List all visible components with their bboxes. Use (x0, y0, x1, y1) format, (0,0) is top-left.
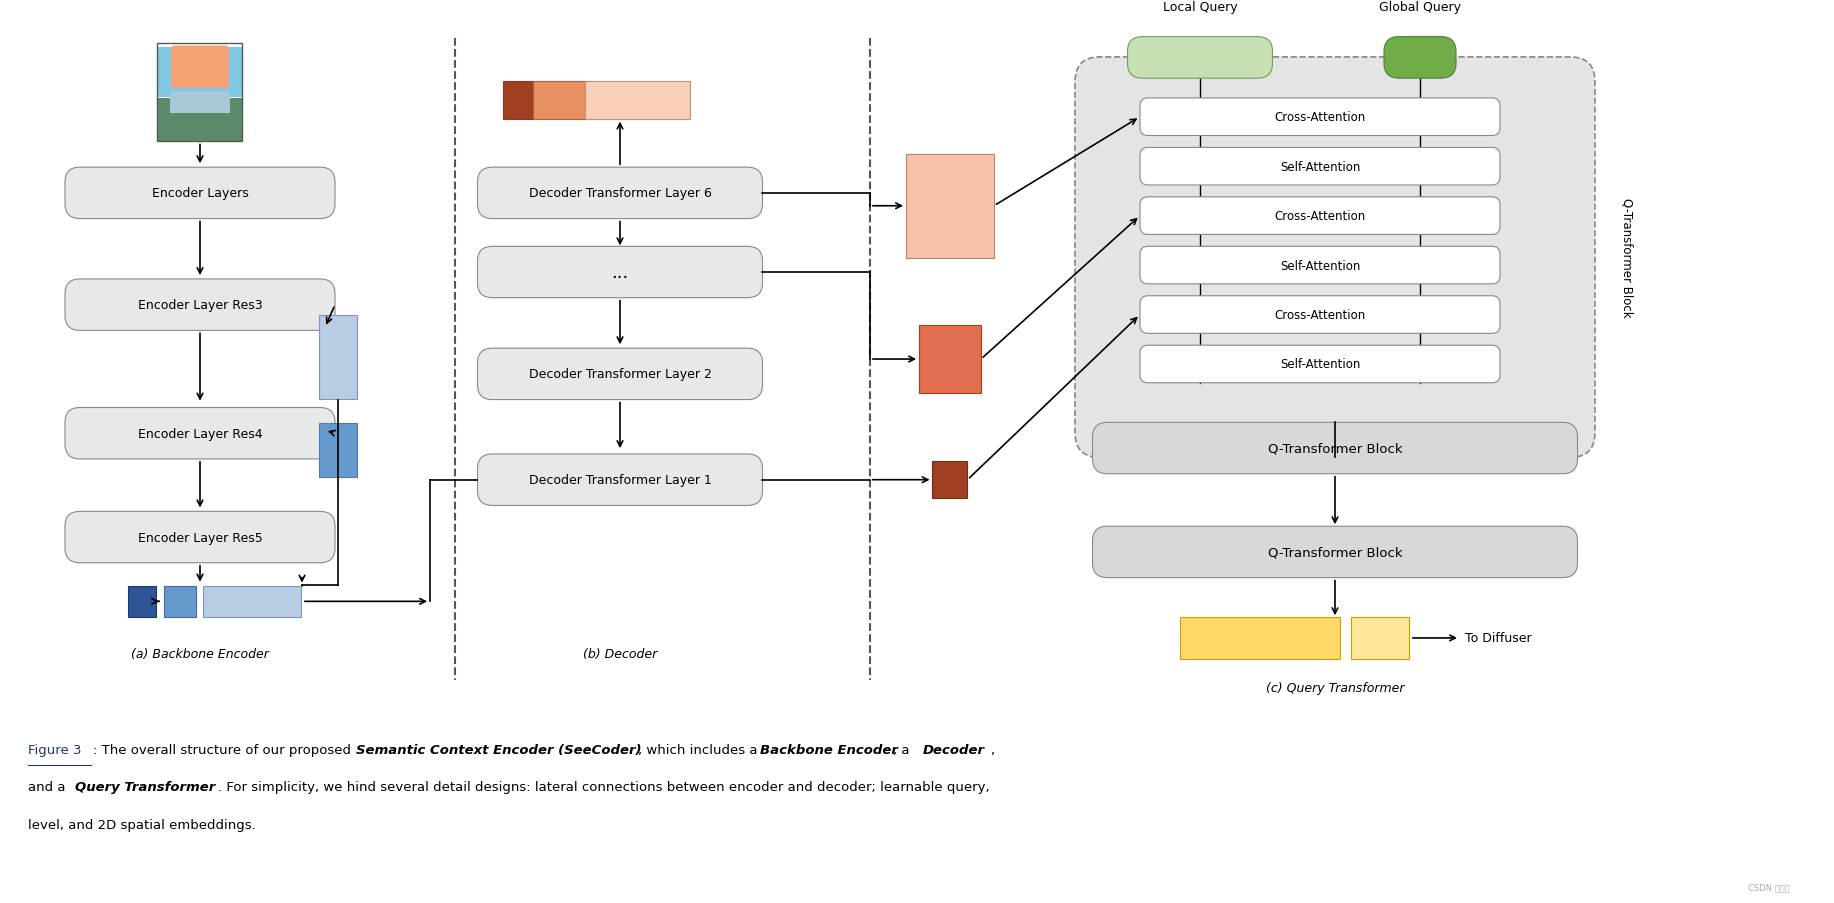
Bar (585, 82, 690, 119)
Bar (503, 82, 534, 119)
Text: ...: ... (611, 264, 629, 282)
FancyBboxPatch shape (1128, 38, 1273, 79)
FancyBboxPatch shape (477, 349, 763, 400)
Text: Encoder Layer Res5: Encoder Layer Res5 (138, 531, 262, 544)
FancyBboxPatch shape (1385, 38, 1456, 79)
Bar (171, 92, 229, 114)
FancyBboxPatch shape (477, 454, 763, 506)
FancyBboxPatch shape (64, 280, 336, 331)
Bar (319, 424, 358, 478)
Bar (158, 49, 242, 98)
Text: . For simplicity, we hind several detail designs: lateral connections between en: . For simplicity, we hind several detail… (218, 780, 990, 794)
Bar (319, 316, 358, 400)
FancyBboxPatch shape (1141, 98, 1500, 136)
Bar (534, 82, 591, 119)
Text: Q-Transformer Block: Q-Transformer Block (1267, 545, 1403, 559)
Bar (1179, 618, 1341, 659)
Bar (158, 98, 242, 143)
Text: Decoder Transformer Layer 6: Decoder Transformer Layer 6 (528, 187, 712, 200)
Text: Encoder Layer Res4: Encoder Layer Res4 (138, 427, 262, 441)
Text: Cross-Attention: Cross-Attention (1275, 209, 1366, 223)
FancyBboxPatch shape (1093, 423, 1577, 474)
Bar (163, 586, 196, 618)
FancyBboxPatch shape (477, 247, 763, 298)
FancyBboxPatch shape (1141, 296, 1500, 334)
Text: : The overall structure of our proposed: : The overall structure of our proposed (94, 743, 356, 756)
Text: (b) Decoder: (b) Decoder (583, 647, 657, 660)
Text: Backbone Encoder: Backbone Encoder (759, 743, 899, 756)
FancyBboxPatch shape (64, 512, 336, 563)
Text: Semantic Context Encoder (SeeCoder): Semantic Context Encoder (SeeCoder) (356, 743, 642, 756)
Text: Local Query: Local Query (1163, 1, 1238, 14)
FancyBboxPatch shape (171, 46, 229, 88)
FancyBboxPatch shape (1093, 526, 1577, 578)
Bar (919, 326, 981, 393)
Text: Decoder: Decoder (923, 743, 985, 756)
Text: Encoder Layer Res3: Encoder Layer Res3 (138, 299, 262, 312)
Bar (204, 586, 301, 618)
FancyBboxPatch shape (1141, 247, 1500, 284)
Text: ,: , (990, 743, 994, 756)
Text: To Diffuser: To Diffuser (1465, 632, 1531, 645)
Bar (158, 43, 242, 143)
Bar (906, 154, 994, 258)
Text: Cross-Attention: Cross-Attention (1275, 111, 1366, 124)
Text: Query Transformer: Query Transformer (75, 780, 215, 794)
Text: Self-Attention: Self-Attention (1280, 358, 1361, 371)
Text: , which includes a: , which includes a (638, 743, 761, 756)
Text: , a: , a (893, 743, 913, 756)
Text: and a: and a (28, 780, 70, 794)
Text: Global Query: Global Query (1379, 1, 1462, 14)
Text: level, and 2D spatial embeddings.: level, and 2D spatial embeddings. (28, 818, 255, 831)
FancyBboxPatch shape (1075, 58, 1596, 458)
Bar (932, 461, 968, 499)
Text: Figure 3: Figure 3 (28, 743, 81, 756)
Text: Encoder Layers: Encoder Layers (152, 187, 248, 200)
Text: Q-Transformer Block: Q-Transformer Block (1267, 442, 1403, 455)
Text: CSDN 学分库: CSDN 学分库 (1748, 882, 1790, 891)
Text: Decoder Transformer Layer 2: Decoder Transformer Layer 2 (528, 368, 712, 381)
Bar (1352, 618, 1409, 659)
FancyBboxPatch shape (1141, 198, 1500, 235)
Text: Self-Attention: Self-Attention (1280, 259, 1361, 273)
Text: Cross-Attention: Cross-Attention (1275, 309, 1366, 321)
Text: (a) Backbone Encoder: (a) Backbone Encoder (130, 647, 270, 660)
Text: Self-Attention: Self-Attention (1280, 161, 1361, 173)
FancyBboxPatch shape (1141, 148, 1500, 186)
Text: Q-Transformer Block: Q-Transformer Block (1621, 198, 1634, 318)
Text: Decoder Transformer Layer 1: Decoder Transformer Layer 1 (528, 474, 712, 487)
FancyBboxPatch shape (64, 168, 336, 219)
FancyBboxPatch shape (1141, 346, 1500, 384)
Bar (128, 586, 156, 618)
FancyBboxPatch shape (477, 168, 763, 219)
Text: (c) Query Transformer: (c) Query Transformer (1265, 681, 1405, 694)
FancyBboxPatch shape (64, 408, 336, 460)
